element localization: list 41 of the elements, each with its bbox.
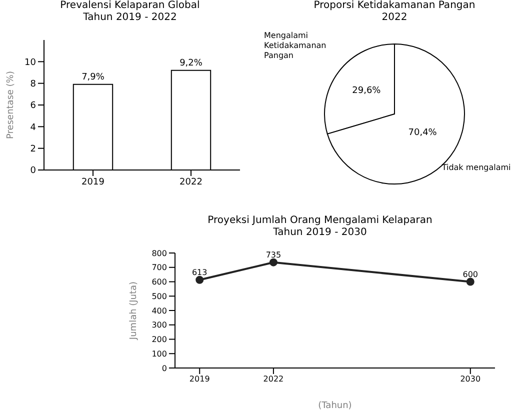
y-tick-label: 2: [30, 144, 36, 155]
y-tick-label: 700: [152, 263, 167, 272]
data-label: 7,9%: [82, 72, 105, 82]
x-tick-label: 2022: [263, 374, 284, 384]
data-label: 29,6%: [352, 86, 382, 96]
y-tick-label: 200: [152, 335, 167, 344]
point: [196, 276, 204, 284]
y-tick-label: 500: [152, 292, 167, 301]
y-tick-label: 600: [152, 278, 167, 287]
slice-label: Mengalami Ketidakamanan Pangan: [264, 30, 326, 60]
y-tick-label: 400: [152, 306, 167, 316]
chart-subtitle: Tahun 2019 - 2030: [272, 227, 368, 239]
y-tick-label: 8: [30, 80, 36, 90]
chart-title: Proporsi Ketidakamanan Pangan: [312, 0, 476, 12]
y-tick-label: 0: [162, 364, 167, 373]
y-tick-label: 0: [30, 166, 36, 176]
data-label: 735: [266, 250, 282, 260]
y-tick-label: 100: [152, 349, 167, 358]
data-label: 9,2%: [180, 58, 203, 68]
chart-title: Proyeksi Jumlah Orang Mengalami Kelaparan: [206, 215, 434, 227]
data-label: 600: [462, 270, 478, 279]
y-tick-label: 4: [30, 122, 36, 133]
chart-subtitle: 2022: [380, 12, 408, 24]
y-tick-label: 6: [30, 101, 36, 112]
point: [269, 258, 278, 266]
x-tick-label: 2019: [189, 374, 210, 384]
pie-slice: [326, 44, 465, 184]
slice-label: Tidak mengalami: [440, 163, 511, 172]
x-tick-label: 2019: [82, 177, 105, 188]
chart-subtitle: Tahun 2019 - 2022: [82, 12, 178, 24]
data-label: 613: [192, 268, 208, 277]
point: [466, 278, 474, 286]
y-tick-label: 10: [24, 58, 36, 68]
data-label: 70,4%: [408, 128, 438, 138]
y-tick-label: 800: [152, 248, 167, 258]
chart-title: Prevalensi Kelaparan Global: [59, 0, 201, 12]
y-axis-title: Presentase (%): [6, 71, 16, 139]
y-axis-title: Jumlah (Juta): [129, 281, 140, 341]
y-tick-label: 300: [152, 320, 167, 330]
x-axis-title: (Tahun): [318, 401, 352, 410]
x-tick-label: 2030: [460, 374, 481, 384]
